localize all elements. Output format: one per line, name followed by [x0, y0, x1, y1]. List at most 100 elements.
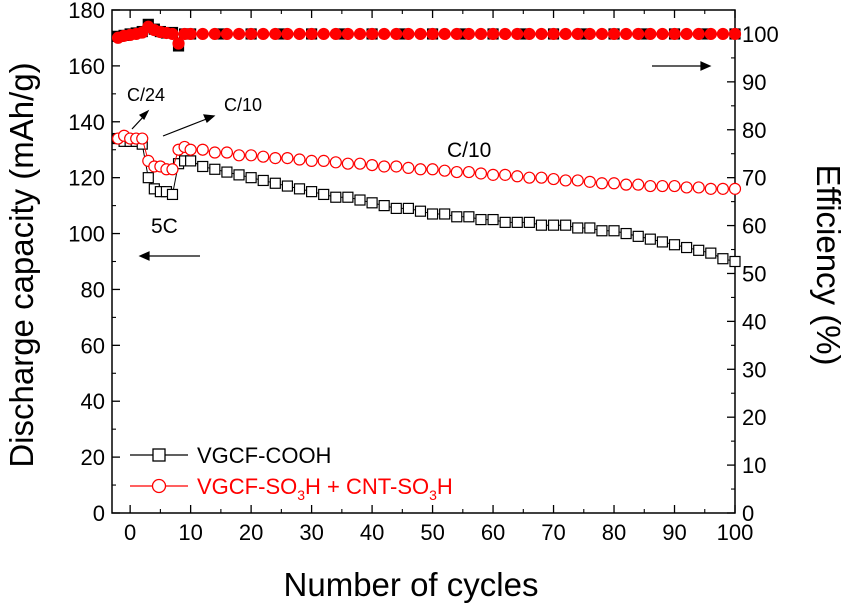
x-tick-label: 50	[420, 520, 444, 545]
data-point-square	[342, 191, 354, 203]
y-tick-label: 140	[68, 110, 105, 135]
y2-tick-label: 90	[742, 70, 766, 95]
data-point-square	[656, 236, 669, 248]
plot-frame	[111, 9, 736, 514]
data-point-square	[318, 188, 330, 201]
data-point-square	[166, 188, 179, 201]
y-tick-label: 20	[81, 445, 105, 470]
data-point-circle	[704, 182, 717, 195]
y-tick-label: 180	[68, 0, 105, 23]
data-point-circle	[462, 165, 475, 179]
data-point-circle	[378, 160, 391, 173]
y-tick-label: 0	[93, 501, 105, 526]
annotation-c10-right: C/10	[447, 139, 491, 162]
data-point-circle	[329, 156, 342, 169]
data-point-square	[257, 174, 269, 187]
data-point-circle	[571, 27, 584, 41]
data-point-circle	[136, 132, 149, 145]
data-point-circle	[559, 174, 572, 187]
data-point-circle	[293, 153, 306, 166]
data-point-circle	[166, 163, 179, 176]
x-tick-label: 20	[239, 520, 263, 545]
data-point-circle	[535, 27, 548, 41]
y2-tick-label: 0	[742, 501, 754, 526]
data-point-circle	[281, 27, 294, 41]
data-point-circle	[716, 27, 730, 41]
data-point-square	[717, 253, 729, 265]
data-point-circle	[474, 167, 488, 180]
x-tick-label: 70	[541, 520, 565, 545]
data-point-square	[451, 211, 463, 223]
data-point-square	[269, 177, 281, 189]
data-point-square	[560, 219, 572, 231]
axes-layer	[111, 9, 736, 514]
legend-marker-circle	[151, 478, 167, 494]
data-point-circle	[390, 160, 403, 173]
data-point-square	[366, 197, 378, 209]
data-point-circle	[656, 27, 669, 41]
x-tick-label: 40	[360, 520, 384, 545]
data-point-circle	[644, 27, 657, 41]
y-tick-label: 80	[81, 277, 105, 302]
data-point-square	[281, 180, 294, 192]
x-tick-label: 100	[717, 520, 754, 545]
data-point-circle	[245, 149, 258, 162]
data-point-square	[142, 172, 154, 184]
data-point-circle	[208, 27, 221, 41]
data-point-circle	[704, 27, 717, 41]
legend-marker-square	[152, 448, 166, 462]
data-point-square	[499, 216, 511, 228]
y-axis-title: Discharge capacity (mAh/g)	[3, 62, 40, 467]
data-point-circle	[166, 27, 179, 41]
data-point-circle	[450, 27, 463, 41]
data-point-circle	[728, 27, 742, 41]
y2-axis-title: Efficiency (%)	[810, 164, 847, 365]
data-point-circle	[329, 27, 342, 41]
data-point-circle	[607, 177, 621, 190]
data-point-square	[644, 233, 656, 245]
data-point-circle	[426, 27, 439, 41]
data-point-circle	[523, 27, 536, 41]
data-point-circle	[632, 27, 645, 41]
y-tick-label: 40	[81, 389, 105, 414]
data-point-circle	[450, 165, 463, 179]
data-point-square	[245, 172, 257, 184]
data-point-square	[523, 216, 535, 228]
x-tick-label: 80	[602, 520, 626, 545]
data-point-circle	[583, 175, 596, 188]
arrow-c24	[131, 109, 150, 130]
data-point-circle	[257, 27, 270, 41]
data-point-circle	[365, 158, 379, 172]
data-point-circle	[232, 149, 246, 162]
data-point-square	[693, 244, 705, 256]
data-point-circle	[680, 181, 693, 194]
data-point-circle	[414, 163, 427, 176]
data-point-circle	[692, 27, 705, 41]
tick-layer: 0 10 20 30 40 50 60 70 80 90 100020406080100120140…	[68, 0, 778, 545]
y-tick-label: 60	[81, 333, 105, 358]
data-point-circle	[390, 27, 403, 41]
y2-tick-label: 50	[742, 261, 766, 286]
y-tick-label: 120	[68, 166, 105, 191]
data-point-circle	[438, 164, 451, 177]
data-point-circle	[486, 27, 500, 41]
data-point-square	[572, 222, 584, 234]
data-point-circle	[208, 146, 221, 159]
data-point-circle	[281, 152, 294, 165]
data-point-square	[547, 219, 560, 231]
legend-label-so3h: VGCF-SO3H + CNT-SO3H	[197, 474, 453, 503]
data-point-square	[535, 219, 548, 231]
data-point-square	[414, 205, 427, 217]
data-point-circle	[547, 172, 560, 186]
data-point-circle	[680, 27, 693, 41]
series-line	[117, 138, 736, 262]
x-tick-label: 90	[662, 520, 686, 545]
x-tick-label: 10	[178, 520, 202, 545]
series-0	[112, 132, 741, 268]
data-point-square	[354, 194, 366, 206]
data-point-square	[293, 183, 306, 195]
y-tick-label: 160	[68, 54, 105, 79]
data-point-circle	[353, 157, 367, 170]
data-point-circle	[353, 27, 367, 41]
